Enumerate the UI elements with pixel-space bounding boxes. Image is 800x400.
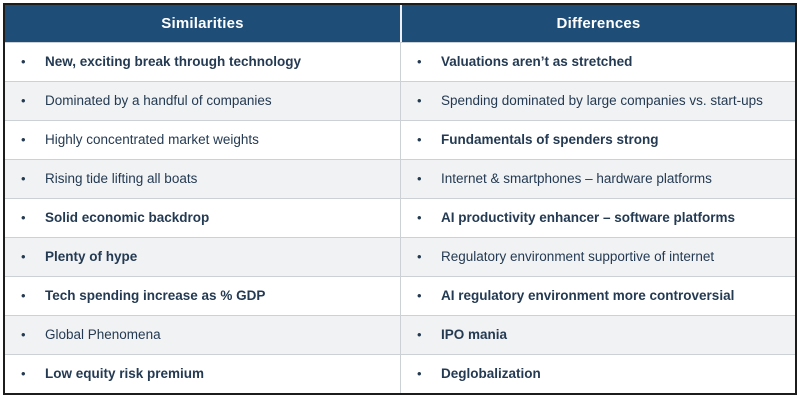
- bullet-icon: •: [417, 326, 422, 342]
- list-item-text: Spending dominated by large companies vs…: [441, 92, 763, 108]
- bullet-icon: •: [417, 287, 422, 303]
- list-item: • Tech spending increase as % GDP: [5, 276, 400, 315]
- bullet-icon: •: [417, 92, 422, 108]
- list-item: • New, exciting break through technology: [5, 42, 400, 81]
- list-item: • IPO mania: [400, 315, 795, 354]
- list-item-text: Tech spending increase as % GDP: [45, 287, 266, 303]
- list-item-text: Low equity risk premium: [45, 365, 205, 381]
- bullet-icon: •: [21, 248, 26, 264]
- comparison-table: Similarities Differences • New, exciting …: [3, 3, 797, 395]
- list-item-text: Solid economic backdrop: [45, 209, 210, 225]
- list-item: • Low equity risk premium: [5, 354, 400, 393]
- bullet-icon: •: [21, 92, 26, 108]
- bullet-icon: •: [417, 53, 422, 69]
- bullet-icon: •: [21, 326, 26, 342]
- list-item: • AI productivity enhancer – software pla…: [400, 198, 795, 237]
- list-item: • Global Phenomena: [5, 315, 400, 354]
- bullet-icon: •: [21, 365, 26, 381]
- list-item-text: AI productivity enhancer – software plat…: [441, 209, 736, 225]
- list-item: • Deglobalization: [400, 354, 795, 393]
- list-item: • AI regulatory environment more controve…: [400, 276, 795, 315]
- bullet-icon: •: [417, 248, 422, 264]
- list-item: • Internet & smartphones – hardware platf…: [400, 159, 795, 198]
- list-item-text: AI regulatory environment more controver…: [441, 287, 735, 303]
- bullet-icon: •: [21, 131, 26, 147]
- list-item: • Regulatory environment supportive of in…: [400, 237, 795, 276]
- list-item: • Solid economic backdrop: [5, 198, 400, 237]
- bullet-icon: •: [417, 131, 422, 147]
- list-item-text: Deglobalization: [441, 365, 541, 381]
- list-item-text: IPO mania: [441, 326, 508, 342]
- list-item: • Valuations aren’t as stretched: [400, 42, 795, 81]
- list-item-text: New, exciting break through technology: [45, 53, 302, 69]
- list-item: • Dominated by a handful of companies: [5, 81, 400, 120]
- bullet-icon: •: [417, 209, 422, 225]
- column-header-similarities: Similarities: [5, 5, 400, 42]
- list-item-text: Internet & smartphones – hardware platfo…: [441, 170, 712, 186]
- list-item: • Plenty of hype: [5, 237, 400, 276]
- list-item-text: Global Phenomena: [45, 326, 161, 342]
- bullet-icon: •: [21, 209, 26, 225]
- bullet-icon: •: [21, 287, 26, 303]
- list-item-text: Plenty of hype: [45, 248, 138, 264]
- bullet-icon: •: [417, 365, 422, 381]
- column-header-differences: Differences: [400, 5, 795, 42]
- list-item-text: Highly concentrated market weights: [45, 131, 259, 147]
- list-item-text: Rising tide lifting all boats: [45, 170, 198, 186]
- list-item-text: Fundamentals of spenders strong: [441, 131, 659, 147]
- bullet-icon: •: [21, 53, 26, 69]
- list-item-text: Regulatory environment supportive of int…: [441, 248, 715, 264]
- list-item-text: Valuations aren’t as stretched: [441, 53, 633, 69]
- list-item: • Fundamentals of spenders strong: [400, 120, 795, 159]
- bullet-icon: •: [21, 170, 26, 186]
- bullet-icon: •: [417, 170, 422, 186]
- list-item: • Highly concentrated market weights: [5, 120, 400, 159]
- list-item: • Rising tide lifting all boats: [5, 159, 400, 198]
- list-item-text: Dominated by a handful of companies: [45, 92, 272, 108]
- list-item: • Spending dominated by large companies v…: [400, 81, 795, 120]
